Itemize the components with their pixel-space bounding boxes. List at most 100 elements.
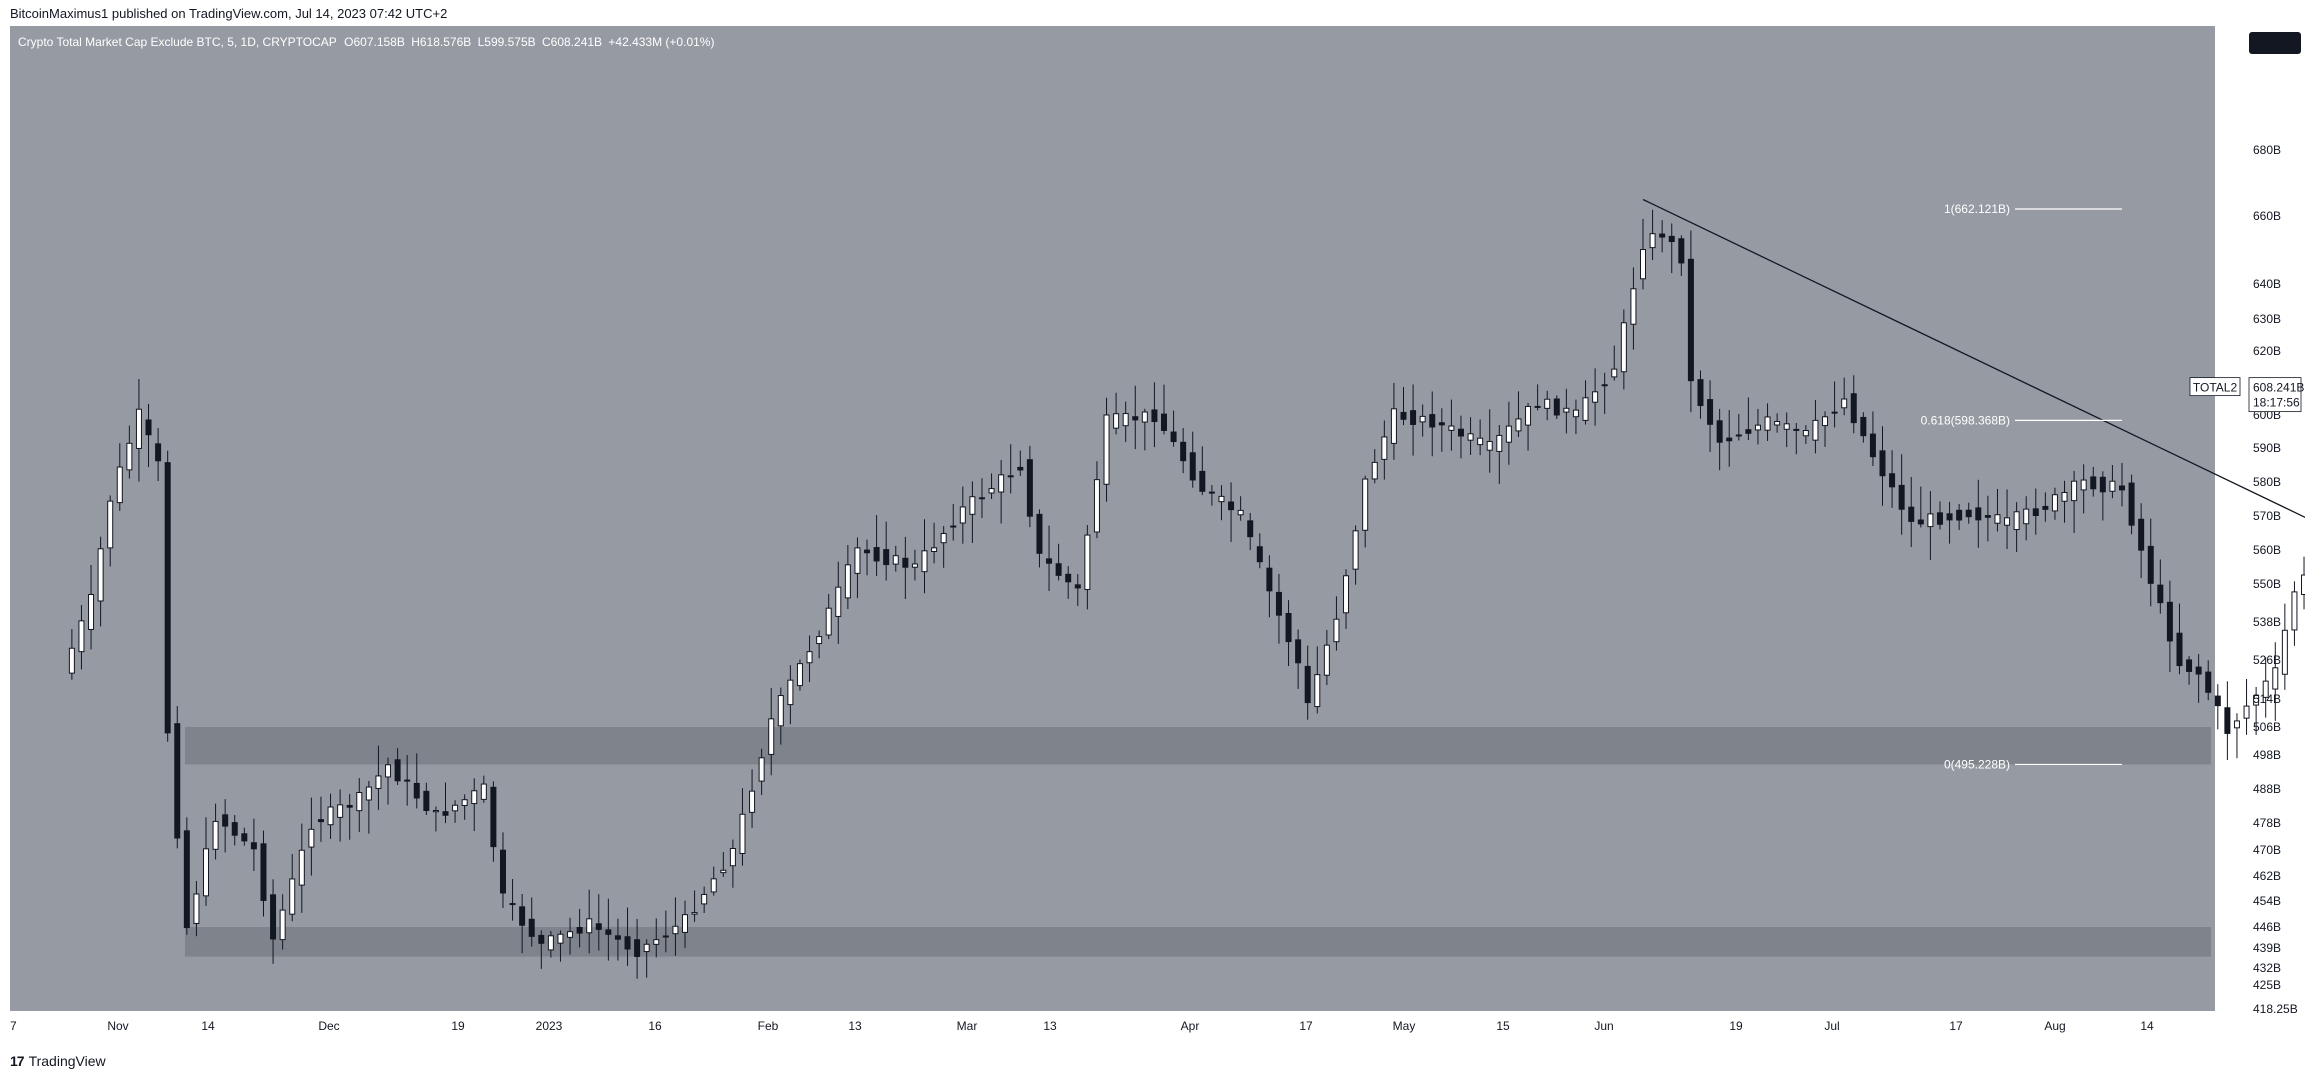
candle-body-102 <box>1046 558 1053 564</box>
candle-body-212 <box>2099 476 2106 493</box>
x-tick-19: Aug <box>2044 1019 2065 1033</box>
legend-low: L599.575B <box>477 35 536 49</box>
candle-body-107 <box>1093 479 1100 533</box>
candle-body-184 <box>1831 411 1838 414</box>
chart-area[interactable]: 1(662.121B) 0.618(598.368B) 0(495.228B) 418… <box>10 26 2305 1043</box>
candle-body-171 <box>1707 399 1714 425</box>
y-tick-10: 498B <box>2253 748 2281 762</box>
candle-body-40 <box>452 804 459 812</box>
y-tick-7: 470B <box>2253 843 2281 857</box>
candle-body-198 <box>1965 509 1972 518</box>
candle-body-186 <box>1850 393 1857 424</box>
candle-body-61 <box>653 939 660 945</box>
y-tick-2: 432B <box>2253 961 2281 975</box>
candle-body-137 <box>1381 436 1388 460</box>
candle-body-114 <box>1161 413 1167 431</box>
candle-body-109 <box>1113 413 1120 429</box>
candle-body-200 <box>1984 515 1991 518</box>
candle-body-223 <box>2205 671 2212 693</box>
price-axis-background <box>2215 26 2305 1043</box>
candle-body-196 <box>1946 513 1953 521</box>
candle-body-121 <box>1228 501 1235 511</box>
y-tick-24: 660B <box>2253 209 2281 223</box>
candle-body-72 <box>758 757 765 782</box>
candle-body-162 <box>1620 322 1627 373</box>
bar-countdown: 18:17:56 <box>2253 396 2300 410</box>
candle-body-10 <box>164 462 171 734</box>
candle-body-192 <box>1908 506 1915 522</box>
candle-body-28 <box>337 804 344 818</box>
candle-body-41 <box>461 799 468 806</box>
candle-body-52 <box>567 931 574 938</box>
candle-body-38 <box>432 810 439 813</box>
legend-high: H618.576B <box>411 35 472 49</box>
candle-body-224 <box>2214 695 2221 707</box>
tradingview-brand: TradingView <box>28 1053 106 1069</box>
candle-body-22 <box>279 909 286 941</box>
candle-body-7 <box>135 408 142 449</box>
candle-body-116 <box>1180 441 1187 462</box>
candle-body-204 <box>2023 508 2030 525</box>
candle-body-191 <box>1898 484 1905 510</box>
candle-body-18 <box>241 833 248 842</box>
candle-body-30 <box>356 791 363 812</box>
candle-body-176 <box>1754 424 1761 431</box>
candle-body-95 <box>978 497 985 500</box>
candle-body-174 <box>1735 434 1742 437</box>
candle-body-141 <box>1419 415 1426 423</box>
candle-body-232 <box>2291 591 2298 631</box>
candle-body-49 <box>538 934 545 944</box>
candle-body-79 <box>825 607 832 636</box>
candle-body-173 <box>1726 437 1733 442</box>
candle-body-181 <box>1802 430 1809 437</box>
candle-body-132 <box>1333 618 1340 643</box>
candle-body-122 <box>1237 509 1244 516</box>
x-tick-1: Nov <box>107 1019 128 1033</box>
candle-body-194 <box>1927 513 1934 528</box>
candle-body-100 <box>1026 459 1033 517</box>
y-tick-17: 570B <box>2253 509 2281 523</box>
candle-body-74 <box>777 695 784 727</box>
fib-label-2: 0(495.228B) <box>1944 757 2010 771</box>
candle-body-29 <box>346 804 353 808</box>
candle-body-154 <box>1544 398 1551 409</box>
candle-body-53 <box>576 927 583 934</box>
candle-body-105 <box>1074 584 1081 589</box>
candle-body-159 <box>1592 391 1599 403</box>
candle-body-91 <box>940 532 947 544</box>
candle-body-233 <box>2301 574 2305 595</box>
candle-body-20 <box>260 843 267 901</box>
candle-body-97 <box>998 474 1005 493</box>
candle-body-69 <box>729 848 736 867</box>
x-tick-3: Dec <box>318 1019 339 1033</box>
candle-body-218 <box>2157 584 2164 604</box>
candle-body-60 <box>643 943 650 953</box>
candle-body-158 <box>1582 397 1589 421</box>
x-tick-11: Apr <box>1181 1019 1200 1033</box>
y-tick-16: 560B <box>2253 543 2281 557</box>
candle-body-160 <box>1601 384 1608 387</box>
candle-body-84 <box>873 547 880 562</box>
y-tick-18: 580B <box>2253 475 2281 489</box>
candle-body-136 <box>1371 461 1378 480</box>
candle-body-222 <box>2195 666 2202 675</box>
footer-bar: 17 TradingView <box>0 1043 2315 1079</box>
candle-body-203 <box>2013 511 2020 531</box>
candle-body-42 <box>471 790 478 805</box>
candle-body-221 <box>2186 659 2193 672</box>
candle-body-113 <box>1151 409 1158 423</box>
candle-body-147 <box>1477 437 1484 446</box>
candlestick-chart[interactable]: 1(662.121B) 0.618(598.368B) 0(495.228B) 418… <box>10 26 2305 1043</box>
candle-body-193 <box>1917 519 1924 525</box>
candle-body-12 <box>183 830 190 929</box>
candle-body-206 <box>2042 505 2049 510</box>
candle-body-24 <box>298 849 305 886</box>
candle-body-146 <box>1467 433 1474 441</box>
candle-body-33 <box>385 764 392 778</box>
tradingview-logo[interactable]: 17 TradingView <box>10 1053 106 1069</box>
candle-body-185 <box>1841 398 1848 409</box>
candle-body-187 <box>1860 416 1867 437</box>
candle-body-210 <box>2080 479 2087 491</box>
symbol-tag <box>2189 377 2241 397</box>
candle-body-149 <box>1496 434 1503 452</box>
